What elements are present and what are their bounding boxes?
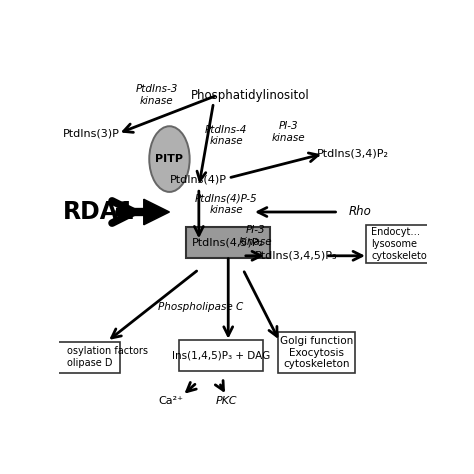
FancyBboxPatch shape [43, 342, 120, 373]
Text: Ca²⁺: Ca²⁺ [159, 396, 184, 406]
Text: PtdIns(3)P: PtdIns(3)P [63, 128, 120, 138]
Text: PtdIns(4,5)P₂: PtdIns(4,5)P₂ [192, 237, 264, 247]
Text: PKC: PKC [216, 396, 237, 406]
Polygon shape [144, 199, 169, 225]
Text: PtdIns-3
kinase: PtdIns-3 kinase [136, 84, 178, 106]
Text: PITP: PITP [155, 154, 183, 164]
Text: PI-3
kinase: PI-3 kinase [272, 121, 306, 143]
Ellipse shape [149, 126, 190, 192]
Text: RDA1: RDA1 [63, 200, 135, 224]
Text: PtdIns-4
kinase: PtdIns-4 kinase [205, 125, 247, 146]
Text: PtdIns(3,4)P₂: PtdIns(3,4)P₂ [317, 149, 389, 159]
FancyBboxPatch shape [179, 340, 263, 371]
Text: PtdIns(3,4,5)P₃: PtdIns(3,4,5)P₃ [255, 251, 337, 261]
Text: PtdIns(4)P: PtdIns(4)P [170, 174, 228, 184]
Text: Rho: Rho [349, 206, 372, 219]
Text: Ins(1,4,5)P₃ + DAG: Ins(1,4,5)P₃ + DAG [172, 350, 270, 360]
Text: Phospholipase C: Phospholipase C [158, 302, 243, 312]
FancyBboxPatch shape [186, 227, 271, 258]
FancyBboxPatch shape [366, 225, 443, 263]
Text: Endocyt…
lysosome
cytoskeleton: Endocyt… lysosome cytoskeleton [372, 228, 434, 261]
Text: Golgi function
Exocytosis
cytoskeleton: Golgi function Exocytosis cytoskeleton [280, 336, 353, 369]
Text: osylation factors
olipase D: osylation factors olipase D [66, 346, 147, 368]
Text: PtdIns(4)P-5
kinase: PtdIns(4)P-5 kinase [195, 194, 258, 216]
Text: PI-3
kinase: PI-3 kinase [239, 225, 273, 246]
FancyBboxPatch shape [278, 332, 355, 373]
Text: Phosphatidylinositol: Phosphatidylinositol [191, 89, 310, 102]
